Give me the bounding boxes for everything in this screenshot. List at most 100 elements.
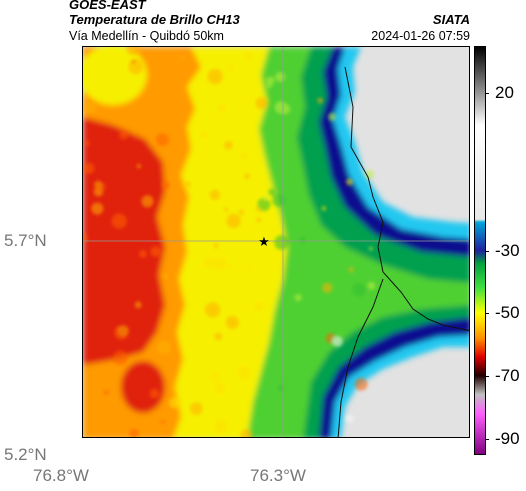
texture-speckle xyxy=(156,340,172,355)
texture-speckle xyxy=(207,68,223,85)
texture-speckle xyxy=(119,130,129,140)
texture-speckle xyxy=(93,186,104,197)
y-tick-label-5-7n: 5.7°N xyxy=(4,231,47,250)
colorbar-tick-label: 20 xyxy=(495,83,514,103)
route-subtitle: Vía Medellín - Quibdó 50km xyxy=(69,29,224,43)
x-tick-label-76-3w: 76.3°W xyxy=(250,466,306,485)
texture-speckle xyxy=(352,283,366,297)
texture-speckle xyxy=(141,195,154,208)
texture-speckle xyxy=(149,388,160,399)
colorbar-tick-label: -50 xyxy=(495,303,520,323)
texture-speckle xyxy=(111,213,127,229)
texture-speckle xyxy=(161,181,170,190)
texture-speckle xyxy=(227,264,233,270)
texture-speckle xyxy=(237,365,252,380)
colorbar-tick xyxy=(485,250,489,252)
texture-speckle xyxy=(213,243,219,248)
texture-speckle xyxy=(225,315,239,330)
texture-speckle xyxy=(150,246,162,257)
texture-speckle xyxy=(202,256,215,269)
texture-speckle xyxy=(189,402,203,416)
texture-speckle xyxy=(113,350,128,366)
texture-speckles xyxy=(83,47,376,437)
texture-speckle xyxy=(214,332,223,341)
colorbar-tick-label: -90 xyxy=(495,429,520,449)
colorbar-tick xyxy=(485,93,489,95)
texture-speckle xyxy=(255,97,268,110)
texture-speckle xyxy=(368,246,373,251)
texture-speckle xyxy=(209,189,221,201)
texture-speckle xyxy=(294,294,302,302)
texture-speckle xyxy=(83,162,95,175)
texture-speckle xyxy=(103,389,109,395)
texture-speckle xyxy=(91,202,104,215)
texture-speckle xyxy=(317,97,324,104)
texture-speckle xyxy=(131,59,137,65)
texture-speckle xyxy=(117,325,129,337)
colorbar-tick-label: -70 xyxy=(495,366,520,386)
colorbar-tick xyxy=(485,313,489,315)
texture-speckle xyxy=(200,130,209,139)
texture-speckle xyxy=(212,256,228,272)
colorbar-tick-label: -30 xyxy=(495,240,520,260)
texture-speckle xyxy=(139,250,147,258)
texture-speckle xyxy=(84,140,90,146)
texture-speckle xyxy=(272,193,286,207)
coastline xyxy=(337,278,384,437)
texture-speckle xyxy=(344,414,354,423)
texture-speckle xyxy=(263,195,269,201)
location-star-marker: ★ xyxy=(258,235,270,250)
texture-speckle xyxy=(224,140,233,150)
texture-speckle xyxy=(265,76,275,86)
texture-speckle xyxy=(257,197,271,212)
texture-speckle xyxy=(268,188,276,197)
texture-speckle xyxy=(322,282,333,293)
texture-speckle xyxy=(354,377,368,391)
texture-speckle xyxy=(226,213,241,229)
texture-speckle xyxy=(247,266,253,272)
red-patch-region xyxy=(121,361,165,413)
texture-speckle xyxy=(367,281,376,290)
texture-speckle xyxy=(210,371,220,381)
texture-speckle xyxy=(244,173,251,180)
texture-speckle xyxy=(321,206,327,211)
texture-speckle xyxy=(299,236,307,244)
texture-speckle xyxy=(83,233,88,243)
x-tick-label-76-8w: 76.8°W xyxy=(33,466,89,485)
texture-speckle xyxy=(266,83,272,89)
texture-speckle xyxy=(94,180,103,189)
texture-speckle xyxy=(129,428,139,437)
texture-speckle xyxy=(256,217,262,223)
texture-speckle xyxy=(277,384,285,392)
texture-speckle xyxy=(204,302,221,318)
border-line xyxy=(344,66,469,332)
map-canvas: ★ xyxy=(83,47,469,437)
texture-speckle xyxy=(238,209,245,215)
texture-speckle xyxy=(245,52,254,61)
map-panel: ★ xyxy=(82,46,470,438)
texture-speckle xyxy=(136,164,142,169)
texture-speckle xyxy=(161,419,165,424)
product-title: Temperatura de Brillo CH13 xyxy=(69,12,240,27)
texture-speckle xyxy=(239,152,249,161)
satellite-title: GOES-EAST xyxy=(69,0,146,12)
texture-speckle xyxy=(126,47,141,56)
texture-speckle xyxy=(346,178,353,186)
colorbar-tick xyxy=(485,439,489,441)
texture-speckle xyxy=(332,336,343,347)
colorbar-tick xyxy=(485,376,489,378)
texture-speckle xyxy=(134,301,142,309)
texture-speckle xyxy=(216,103,227,114)
texture-speckle xyxy=(169,397,181,409)
texture-speckle xyxy=(186,181,191,187)
texture-speckle xyxy=(274,101,287,114)
texture-speckle xyxy=(213,418,228,434)
timestamp: 2024-01-26 07:59 xyxy=(371,29,470,43)
texture-speckle xyxy=(254,301,264,311)
texture-speckle xyxy=(274,235,289,250)
texture-speckle xyxy=(224,207,229,212)
texture-speckle xyxy=(275,72,286,82)
texture-speckle xyxy=(328,112,337,121)
texture-speckle xyxy=(155,133,169,147)
